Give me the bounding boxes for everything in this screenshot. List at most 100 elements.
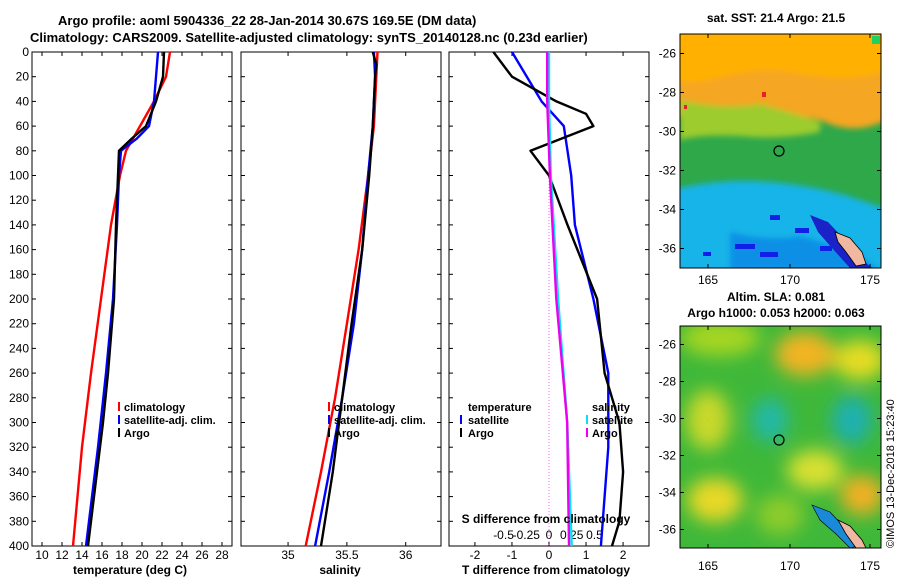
x-tick-label: 1 xyxy=(583,548,590,562)
map-x-tick-label: 170 xyxy=(780,559,800,573)
sla-argo-marker xyxy=(773,434,785,446)
depth-axis: 0 20 40 60 80 100 120 140 160 180 200 220 240 260 280 3… xyxy=(9,45,29,553)
sst-hot-pixel xyxy=(684,105,687,109)
x-tick-label: 26 xyxy=(195,548,209,562)
x-tick-label: 18 xyxy=(115,548,129,562)
x-tick-label: 36 xyxy=(399,548,413,562)
map-y-tick-label: -26 xyxy=(659,47,677,61)
temperature-panel-frame xyxy=(31,51,233,547)
x-tick-label: 35 xyxy=(281,548,295,562)
legend-label: Argo xyxy=(334,428,360,440)
figure-title-line1: Argo profile: aoml 5904336_22 28-Jan-201… xyxy=(58,13,476,28)
x-tick-label: -2 xyxy=(470,548,481,562)
map-y-tick-label: -36 xyxy=(659,242,677,256)
s-tick-label: -0.25 xyxy=(513,528,541,542)
legend-swatch-argo xyxy=(118,428,120,437)
series-line-argo xyxy=(86,51,166,547)
map-y-tick-label: -26 xyxy=(659,338,677,352)
s-tick-label: 0.5 xyxy=(586,528,603,542)
legend-heading-salinity: salinity xyxy=(592,402,631,414)
difference-legend: temperature satellite Argo salinity sate… xyxy=(460,402,633,440)
depth-tick-label: 160 xyxy=(9,243,29,257)
sst-map-title: sat. SST: 21.4 Argo: 21.5 xyxy=(707,11,846,25)
series-line-satellite-adj-clim- xyxy=(84,51,160,547)
x-tick-label: 22 xyxy=(155,548,169,562)
sla-map-title1: Altim. SLA: 0.081 xyxy=(727,290,825,304)
depth-tick-label: 0 xyxy=(22,45,29,59)
x-tick-label: 14 xyxy=(75,548,89,562)
series-line-argo xyxy=(319,51,378,547)
legend-label: satellite xyxy=(468,415,509,427)
map-x-tick-label: 175 xyxy=(860,559,880,573)
sla-land xyxy=(836,519,867,548)
temperature-legend: climatology satellite-adj. clim. Argo xyxy=(118,402,216,440)
legend-swatch-s-satellite xyxy=(586,415,588,424)
sla-map-title2: Argo h1000: 0.053 h2000: 0.063 xyxy=(687,306,865,320)
map-x-tick-label: 165 xyxy=(698,559,718,573)
depth-tick-label: 20 xyxy=(16,70,30,84)
map-y-tick-label: -30 xyxy=(659,412,677,426)
sla-map-frame xyxy=(679,325,882,549)
depth-tick-label: 60 xyxy=(16,119,30,133)
legend-label: Argo xyxy=(592,428,618,440)
depth-tick-label: 260 xyxy=(9,366,29,380)
salinity-xlabel: salinity xyxy=(319,563,361,577)
depth-tick-label: 280 xyxy=(9,391,29,405)
legend-swatch-satellite xyxy=(118,415,120,424)
depth-tick-label: 80 xyxy=(16,144,30,158)
sla-map-axes: -26 -28 -30 -32 -34 -36 165 170 175 xyxy=(659,326,881,573)
legend-swatch-t-satellite xyxy=(460,415,462,424)
tdiff-xlabel: T difference from climatology xyxy=(462,563,630,577)
legend-swatch-satellite xyxy=(328,415,330,424)
salinity-panel: 35 35.5 36 xyxy=(241,51,441,562)
depth-tick-label: 380 xyxy=(9,514,29,528)
sla-map xyxy=(680,326,881,548)
legend-swatch-climatology xyxy=(328,402,330,411)
legend-label: satellite xyxy=(592,415,633,427)
x-tick-label: 10 xyxy=(35,548,49,562)
legend-swatch-t-argo xyxy=(460,428,462,437)
salinity-legend: climatology satellite-adj. clim. Argo xyxy=(328,402,426,440)
s-tick-label: -0.5 xyxy=(493,528,514,542)
sst-map-frame xyxy=(679,33,882,269)
figure-title-line2: Climatology: CARS2009. Satellite-adjuste… xyxy=(30,30,588,45)
x-tick-label: 0 xyxy=(546,548,553,562)
map-y-tick-label: -28 xyxy=(659,86,677,100)
salinity-panel-frame xyxy=(240,51,442,547)
map-y-tick-label: -34 xyxy=(659,486,677,500)
imos-credit: ©IMOS 13-Dec-2018 15:23:40 xyxy=(885,399,897,548)
map-x-tick-label: 165 xyxy=(698,273,718,287)
map-x-tick-label: 170 xyxy=(780,273,800,287)
sla-field xyxy=(680,326,881,535)
map-y-tick-label: -30 xyxy=(659,125,677,139)
x-tick-label: -1 xyxy=(507,548,518,562)
series-line-t-satellite xyxy=(510,51,610,547)
sdiff-label: S difference from climatology xyxy=(462,512,631,526)
depth-tick-label: 180 xyxy=(9,267,29,281)
depth-tick-label: 340 xyxy=(9,465,29,479)
legend-swatch-s-argo xyxy=(586,428,588,437)
map-y-tick-label: -28 xyxy=(659,375,677,389)
legend-label: Argo xyxy=(124,428,150,440)
depth-tick-label: 360 xyxy=(9,490,29,504)
x-tick-label: 2 xyxy=(620,548,627,562)
x-tick-label: 28 xyxy=(215,548,229,562)
sst-field xyxy=(680,34,881,268)
sst-map xyxy=(680,34,881,268)
legend-swatch-argo xyxy=(328,428,330,437)
depth-tick-label: 120 xyxy=(9,193,29,207)
series-line-s-argo xyxy=(546,52,571,547)
legend-label: climatology xyxy=(124,402,186,414)
x-tick-label: 20 xyxy=(135,548,149,562)
x-tick-label: 12 xyxy=(55,548,69,562)
legend-label: satellite-adj. clim. xyxy=(334,415,426,427)
legend-swatch-climatology xyxy=(118,402,120,411)
depth-tick-label: 100 xyxy=(9,169,29,183)
map-y-tick-label: -36 xyxy=(659,523,677,537)
temperature-panel: 10 12 14 16 18 20 22 24 26 28 xyxy=(32,51,232,562)
depth-tick-label: 40 xyxy=(16,94,30,108)
map-y-tick-label: -32 xyxy=(659,449,677,463)
x-tick-label: 16 xyxy=(95,548,109,562)
legend-heading-temperature: temperature xyxy=(468,402,532,414)
